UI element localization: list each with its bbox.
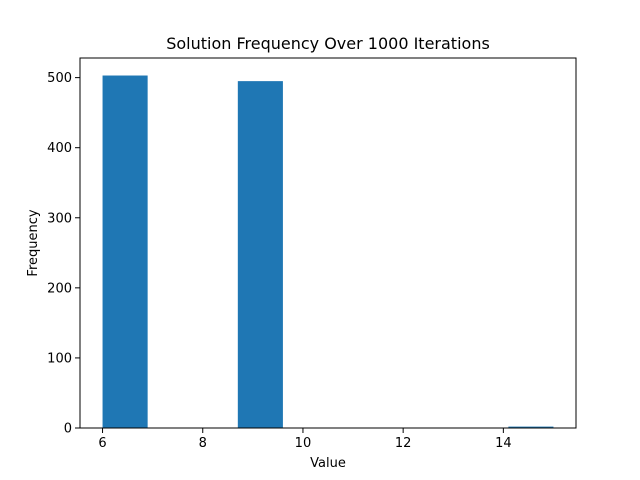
y-tick-label: 500 [47, 71, 72, 86]
plot-frame [79, 57, 577, 429]
x-tick-label: 14 [495, 436, 512, 451]
y-axis-ticks: 0 100 200 300 400 500 [47, 71, 80, 437]
y-tick-label: 0 [64, 422, 72, 437]
histogram-bar [102, 75, 148, 429]
x-tick-label: 12 [395, 436, 412, 451]
x-axis-ticks: 6 8 10 12 14 [98, 428, 512, 451]
x-axis-label: Value [310, 456, 346, 471]
y-tick-label: 300 [47, 211, 72, 226]
x-tick-label: 8 [199, 436, 207, 451]
histogram-bar [237, 81, 283, 429]
y-tick-label: 100 [47, 351, 72, 366]
y-tick-label: 400 [47, 141, 72, 156]
bars-group [102, 75, 554, 429]
x-tick-label: 10 [295, 436, 312, 451]
x-tick-label: 6 [98, 436, 106, 451]
chart-title: Solution Frequency Over 1000 Iterations [166, 34, 490, 53]
y-tick-label: 200 [47, 281, 72, 296]
histogram-bar [508, 426, 554, 428]
y-axis-label: Frequency [26, 209, 41, 276]
